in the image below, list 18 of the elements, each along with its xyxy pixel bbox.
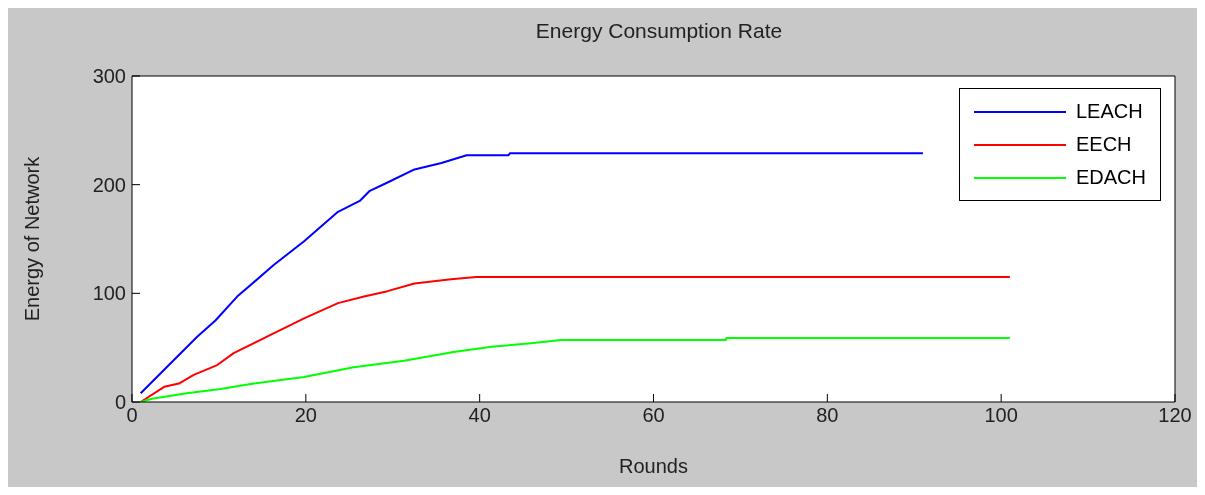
y-tick-label: 300	[92, 65, 126, 88]
legend-label: LEACH	[1075, 100, 1143, 123]
line-series	[139, 336, 1011, 402]
chart-title: Energy Consumption Rate	[535, 19, 783, 42]
line-series	[139, 276, 1011, 402]
x-tick-label: 40	[468, 404, 491, 427]
line-series	[139, 152, 924, 395]
x-tick-label: 120	[1158, 404, 1192, 427]
legend-label: EDACH	[1075, 166, 1146, 189]
y-axis-title: Energy of Network	[21, 155, 44, 322]
y-tick-label: 100	[92, 282, 126, 305]
y-tick-label: 200	[92, 173, 126, 196]
x-tick-label: 80	[816, 404, 839, 427]
x-tick-label: 100	[984, 404, 1018, 427]
x-axis-title: Rounds	[619, 455, 688, 477]
x-tick-label: 60	[642, 404, 665, 427]
x-tick-label: 20	[294, 404, 317, 427]
legend-label: EECH	[1075, 133, 1132, 156]
